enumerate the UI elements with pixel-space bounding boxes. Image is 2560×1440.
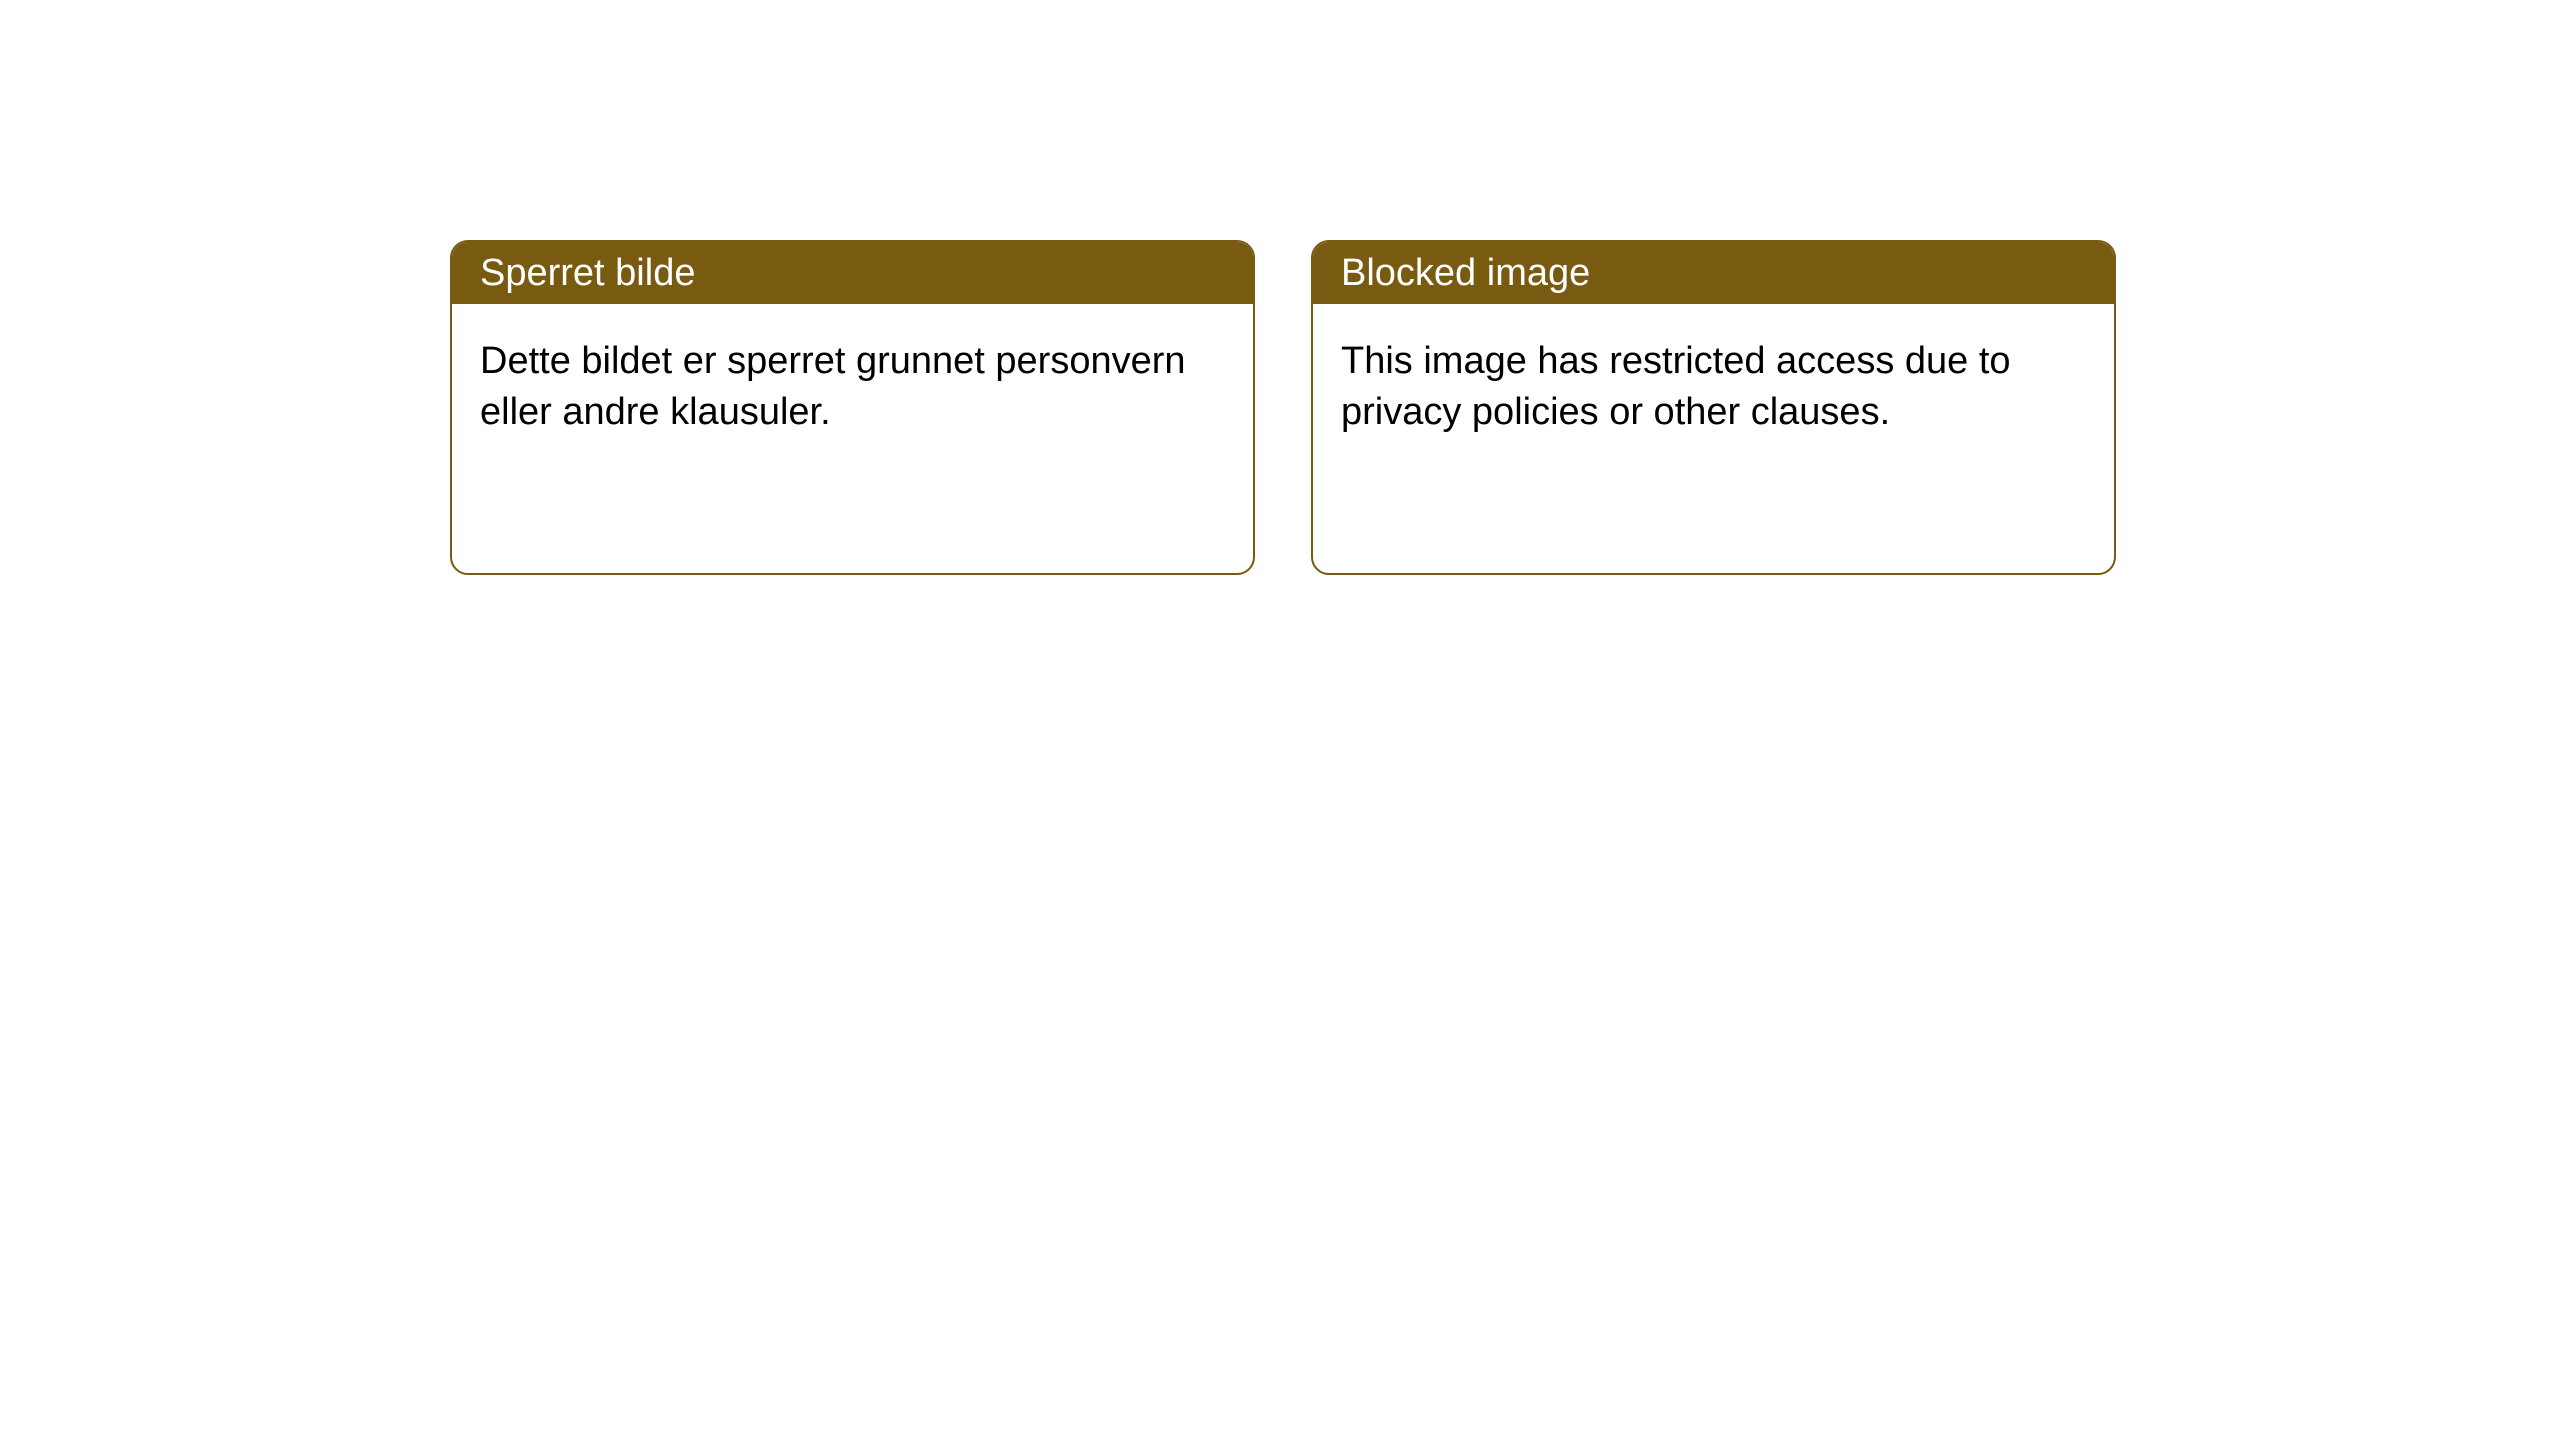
- notice-card-header: Blocked image: [1313, 242, 2114, 304]
- notice-card-body: Dette bildet er sperret grunnet personve…: [452, 304, 1253, 471]
- notice-card-norwegian: Sperret bilde Dette bildet er sperret gr…: [450, 240, 1255, 575]
- notice-card-english: Blocked image This image has restricted …: [1311, 240, 2116, 575]
- notice-container: Sperret bilde Dette bildet er sperret gr…: [0, 0, 2560, 575]
- notice-card-body: This image has restricted access due to …: [1313, 304, 2114, 471]
- notice-card-header: Sperret bilde: [452, 242, 1253, 304]
